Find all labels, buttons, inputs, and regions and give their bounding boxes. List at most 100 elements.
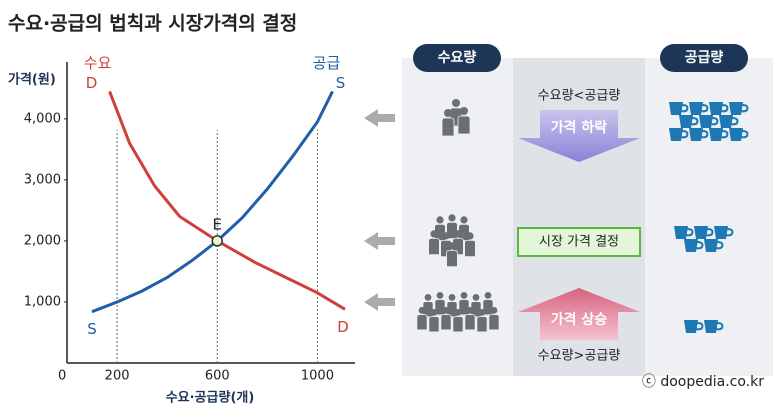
cup-icon: [709, 102, 723, 115]
cup-icon: [695, 322, 704, 331]
cup-icon: [709, 128, 723, 141]
curve-label: D: [86, 74, 98, 92]
cup-icon: [669, 128, 683, 141]
cup-icon: [729, 102, 743, 115]
person-icon: [440, 314, 452, 331]
cup-icon: [740, 104, 749, 113]
y-tick-label: 2,000: [24, 233, 61, 248]
person-icon: [460, 216, 468, 224]
cup-icon: [704, 320, 718, 333]
result: 시장 가격 결정: [539, 235, 619, 250]
person-icon: [464, 240, 476, 257]
person-icon: [460, 291, 468, 299]
person-icon: [476, 316, 488, 333]
cup-icon: [679, 115, 693, 128]
cup-icon: [704, 239, 718, 252]
person-icon: [428, 316, 440, 333]
cup-icon: [700, 104, 709, 113]
cup-icon: [725, 228, 734, 237]
condition: 수요량<공급량: [538, 89, 621, 104]
chart-title: 수요·공급의 법칙과 시장가격의 결정: [8, 13, 297, 35]
person-icon: [490, 306, 498, 314]
cup-icon: [715, 322, 724, 331]
origin-label: 0: [58, 369, 66, 384]
person-icon: [428, 238, 440, 255]
icons: [416, 99, 749, 333]
cup-icon: [695, 241, 704, 250]
person-icon: [436, 216, 444, 224]
cup-icon: [674, 226, 688, 239]
person-icon: [452, 316, 464, 333]
person-icon: [448, 214, 456, 222]
cup-icon: [689, 128, 703, 141]
curve-label: S: [87, 320, 97, 338]
x-tick-label: 200: [105, 369, 130, 384]
pointer-arrows: [364, 109, 395, 311]
cup-icon: [729, 128, 743, 141]
x-axis-label: 수요·공급량(개): [166, 391, 255, 406]
curve-label: S: [336, 74, 346, 92]
person-icon: [466, 306, 474, 314]
person-icon: [482, 299, 494, 316]
person-icon: [448, 293, 456, 301]
person-icon: [418, 306, 426, 314]
person-icon: [442, 306, 450, 314]
cup-icon: [740, 130, 749, 139]
x-tick-label: 1000: [301, 369, 334, 384]
cup-icon: [705, 228, 714, 237]
person-icon: [454, 230, 462, 238]
person-icon: [464, 314, 476, 331]
cup-icon: [680, 130, 689, 139]
person-icon: [430, 308, 438, 316]
cup-icon: [714, 226, 728, 239]
y-tick-label: 1,000: [24, 294, 61, 309]
cup-icon: [685, 228, 694, 237]
column-label: 공급량: [685, 50, 724, 66]
cup-icon: [715, 241, 724, 250]
x-tick-label: 600: [205, 369, 230, 384]
cup-icon: [684, 239, 698, 252]
up-arrow: [518, 288, 640, 340]
person-icon: [454, 308, 462, 316]
series-line: [108, 90, 346, 311]
person-icon: [424, 293, 432, 301]
person-icon: [442, 232, 450, 240]
cup-icon: [719, 115, 733, 128]
person-icon: [478, 308, 486, 316]
cup-icon: [669, 102, 683, 115]
result-box: [517, 227, 641, 257]
person-icon: [484, 291, 492, 299]
credit: ⓒ doopedia.co.kr: [642, 374, 764, 390]
result: 가격 하락: [551, 119, 608, 136]
annotation: E: [213, 215, 222, 233]
cup-icon: [684, 320, 698, 333]
cup-icon: [680, 104, 689, 113]
person-icon: [457, 115, 471, 135]
y-tick-label: 4,000: [24, 111, 61, 126]
person-icon: [466, 232, 474, 240]
person-icon: [436, 291, 444, 299]
column-header: [660, 44, 748, 72]
series-line: [91, 90, 334, 314]
cup-icon: [690, 117, 699, 126]
down-arrow: [518, 110, 640, 162]
series-name: 공급: [313, 54, 341, 72]
cup-icon: [720, 130, 729, 139]
person-icon: [446, 250, 458, 267]
person-icon: [488, 314, 500, 331]
condition: 수요량>공급량: [538, 349, 621, 364]
cup-icon: [710, 117, 719, 126]
equilibrium-point: [211, 235, 224, 247]
person-icon: [430, 230, 438, 238]
cup-icon: [689, 102, 703, 115]
y-tick-label: 3,000: [24, 172, 61, 187]
person-icon: [448, 242, 456, 250]
result: 가격 상승: [551, 311, 608, 328]
person-icon: [472, 293, 480, 301]
person-icon: [444, 109, 452, 117]
cup-icon: [694, 226, 708, 239]
person-icon: [422, 301, 434, 318]
person-icon: [434, 299, 446, 316]
y-axis-label: 가격(원): [8, 73, 56, 88]
person-icon: [460, 107, 468, 115]
